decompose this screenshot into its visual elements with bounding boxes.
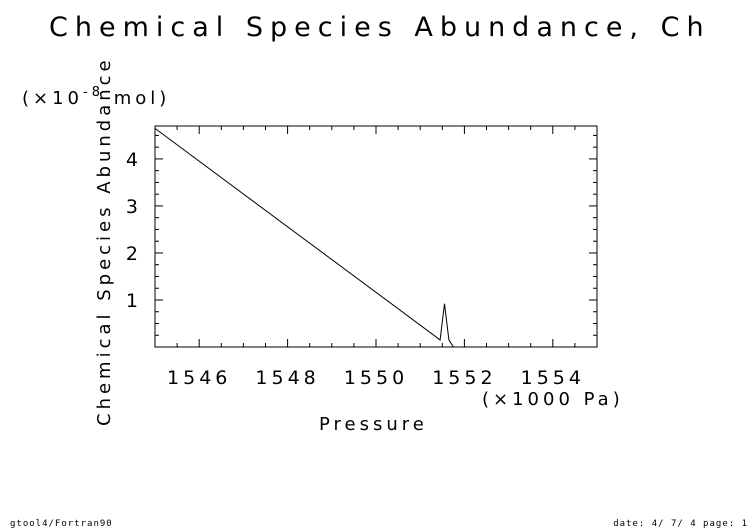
x-axis-label: Pressure <box>319 414 428 435</box>
series-line <box>154 127 597 348</box>
y-tick-label: 4 <box>126 149 142 171</box>
x-tick-label: 1548 <box>255 367 319 389</box>
x-unit-label: (×1000 Pa) <box>482 389 624 410</box>
x-tick-label: 1552 <box>432 367 496 389</box>
x-tick-label: 1554 <box>521 367 585 389</box>
footer-right: date: 4/ 7/ 4 page: 1 <box>613 519 748 529</box>
x-tick-label: 1550 <box>344 367 408 389</box>
chart-title: Chemical Species Abundance, Ch <box>49 12 711 43</box>
x-tick-label: 1546 <box>167 367 231 389</box>
y-tick-label: 3 <box>126 196 142 218</box>
tick-labels: 1546 1548 1550 1552 1554 1 2 3 4 <box>126 149 585 389</box>
footer-left: gtool4/Fortran90 <box>10 519 113 529</box>
y-tick-label: 1 <box>126 290 142 312</box>
plot-frame <box>154 125 598 348</box>
y-tick-label: 2 <box>126 243 142 265</box>
y-unit-label: (×10-8 mol) <box>22 85 170 109</box>
y-axis-label: Chemical Species Abundance <box>94 56 115 426</box>
axis-ticks <box>154 126 598 347</box>
